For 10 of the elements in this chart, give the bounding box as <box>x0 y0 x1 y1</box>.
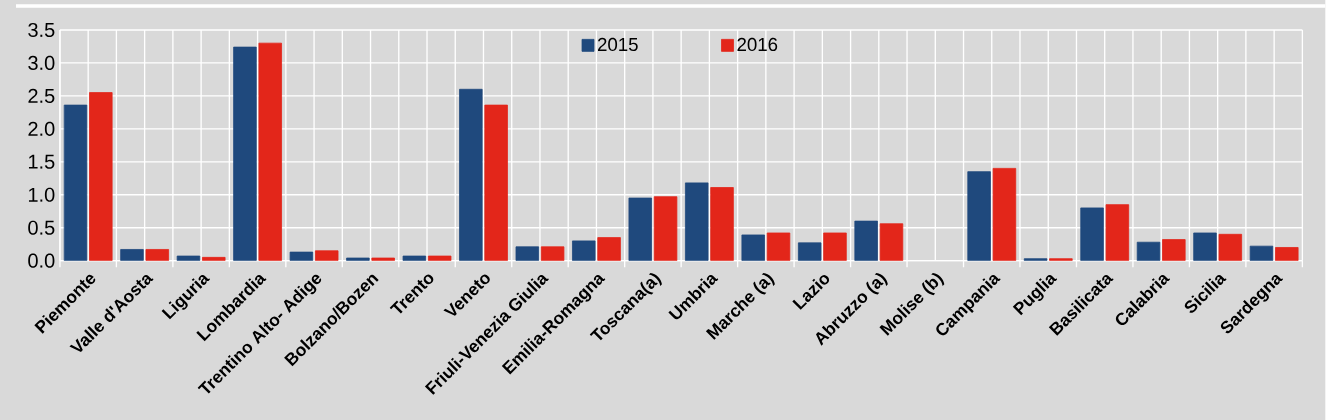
y-tick-label: 2.0 <box>28 121 55 136</box>
y-tick-label: 1.0 <box>28 187 55 202</box>
y-tick-label: 2.5 <box>28 88 55 103</box>
legend-label: 2015 <box>598 37 638 51</box>
y-tick-label: 1.5 <box>28 154 55 169</box>
y-tick-label: 3.0 <box>28 55 55 70</box>
y-tick-label: 0.0 <box>28 253 55 268</box>
y-tick-label: 3.5 <box>28 22 55 37</box>
legend-label: 2016 <box>737 37 778 51</box>
y-tick-label: 0.5 <box>28 220 55 235</box>
